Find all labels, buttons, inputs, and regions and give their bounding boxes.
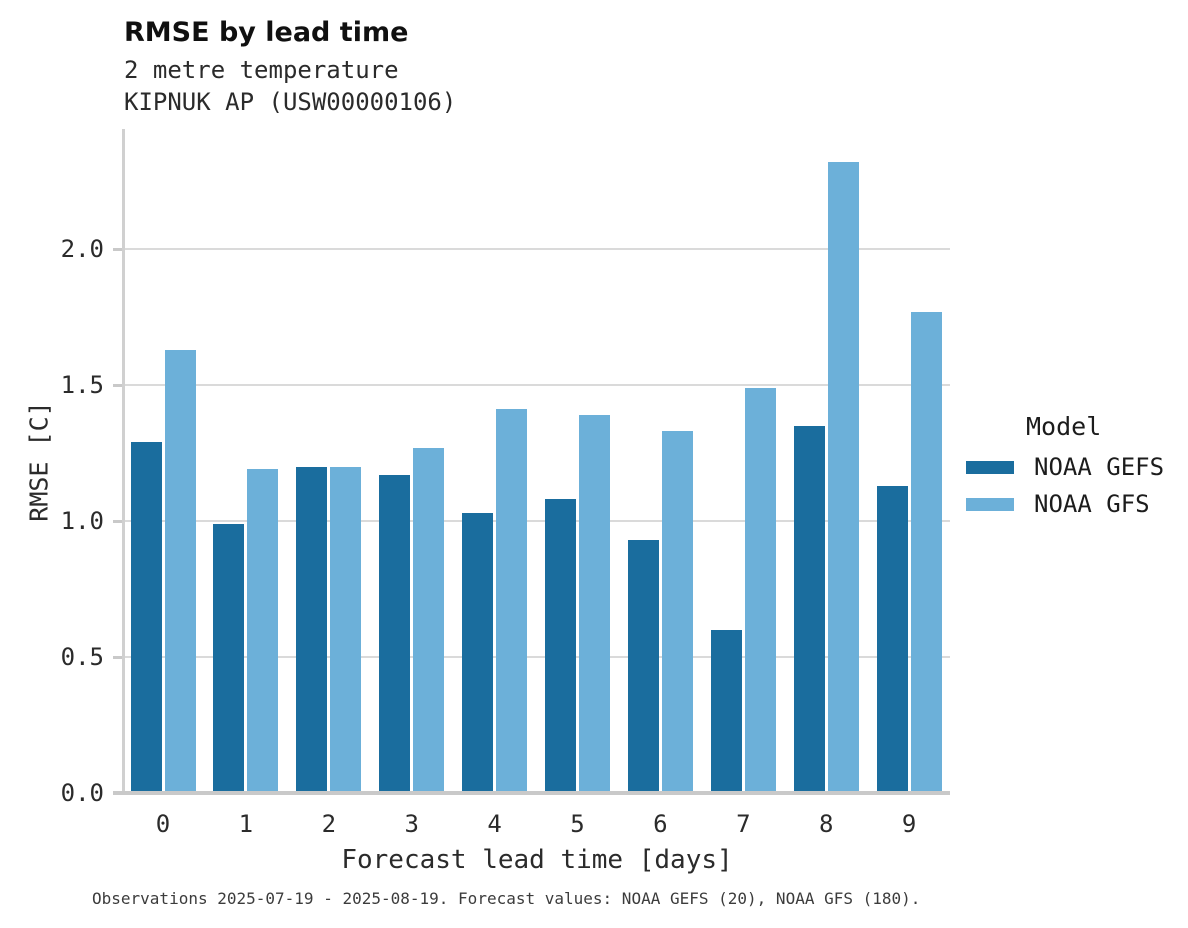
- x-tick-label: 4: [487, 810, 502, 838]
- x-tick-label: 5: [570, 810, 585, 838]
- legend-title: Model: [1026, 412, 1102, 441]
- y-axis-spine: [122, 129, 125, 795]
- legend-item-noaa-gefs: NOAA GEFS: [966, 453, 1181, 481]
- x-tick-label: 2: [321, 810, 337, 838]
- legend: Model NOAA GEFS NOAA GFS: [966, 412, 1181, 527]
- x-tick-label: 0: [155, 810, 171, 838]
- bar-noaa-gfs-day4: [496, 409, 528, 793]
- gridline: [124, 520, 950, 522]
- bar-noaa-gefs-day6: [627, 540, 659, 793]
- chart-subtitle-station: KIPNUK AP (USW00000106): [124, 88, 457, 116]
- x-axis-title: Forecast lead time [days]: [341, 845, 733, 875]
- y-tick-label: 2.0: [60, 235, 104, 263]
- x-tick-label: 3: [404, 810, 419, 838]
- caption: Observations 2025-07-19 - 2025-08-19. Fo…: [92, 889, 921, 908]
- bar-noaa-gefs-day7: [710, 629, 742, 793]
- chart-title: RMSE by lead time: [124, 17, 409, 48]
- y-tick-label: 1.0: [60, 507, 104, 535]
- bar-noaa-gefs-day5: [545, 499, 576, 793]
- chart-header: RMSE by lead time 2 metre temperature KI…: [124, 18, 456, 118]
- x-tick-label: 9: [901, 810, 917, 838]
- gridline: [124, 384, 950, 386]
- legend-swatch: [966, 460, 1014, 474]
- bar-noaa-gfs-day8: [827, 161, 859, 793]
- bar-noaa-gfs-day0: [164, 349, 196, 793]
- legend-label: NOAA GFS: [1034, 490, 1150, 518]
- bar-noaa-gefs-day9: [876, 485, 908, 793]
- x-axis-spine: [113, 791, 950, 795]
- x-tick-label: 1: [238, 810, 254, 838]
- bar-noaa-gfs-day9: [910, 311, 942, 793]
- y-tick-label: 1.5: [60, 371, 104, 399]
- bar-noaa-gfs-day3: [413, 447, 445, 793]
- y-tick-mark: [113, 248, 122, 251]
- bar-noaa-gefs-day1: [213, 523, 245, 793]
- bar-noaa-gefs-day8: [793, 425, 825, 793]
- y-tick-mark: [113, 656, 122, 659]
- legend-swatch: [966, 497, 1014, 511]
- y-tick-label: 0.5: [60, 643, 104, 671]
- bar-noaa-gefs-day4: [462, 512, 494, 793]
- x-tick-label: 7: [736, 810, 751, 838]
- gridline: [124, 656, 950, 658]
- legend-items: NOAA GEFS NOAA GFS: [966, 453, 1181, 518]
- y-tick-label: 0.0: [60, 779, 104, 807]
- y-tick-mark: [113, 384, 122, 387]
- chart-subtitle-variable: 2 metre temperature: [124, 56, 399, 84]
- bar-noaa-gfs-day6: [661, 431, 693, 793]
- bar-noaa-gfs-day2: [330, 466, 362, 793]
- bar-noaa-gefs-day3: [379, 474, 411, 793]
- bar-noaa-gfs-day1: [247, 469, 279, 793]
- bar-noaa-gfs-day5: [579, 414, 610, 793]
- bar-noaa-gefs-day0: [130, 442, 162, 793]
- x-tick-label: 6: [653, 810, 668, 838]
- y-tick-mark: [113, 520, 122, 523]
- gridline: [124, 248, 950, 250]
- bar-noaa-gefs-day2: [296, 466, 328, 793]
- x-tick-label: 8: [818, 810, 834, 838]
- bar-noaa-gfs-day7: [744, 387, 776, 793]
- legend-label: NOAA GEFS: [1034, 453, 1165, 481]
- legend-item-noaa-gfs: NOAA GFS: [966, 490, 1181, 518]
